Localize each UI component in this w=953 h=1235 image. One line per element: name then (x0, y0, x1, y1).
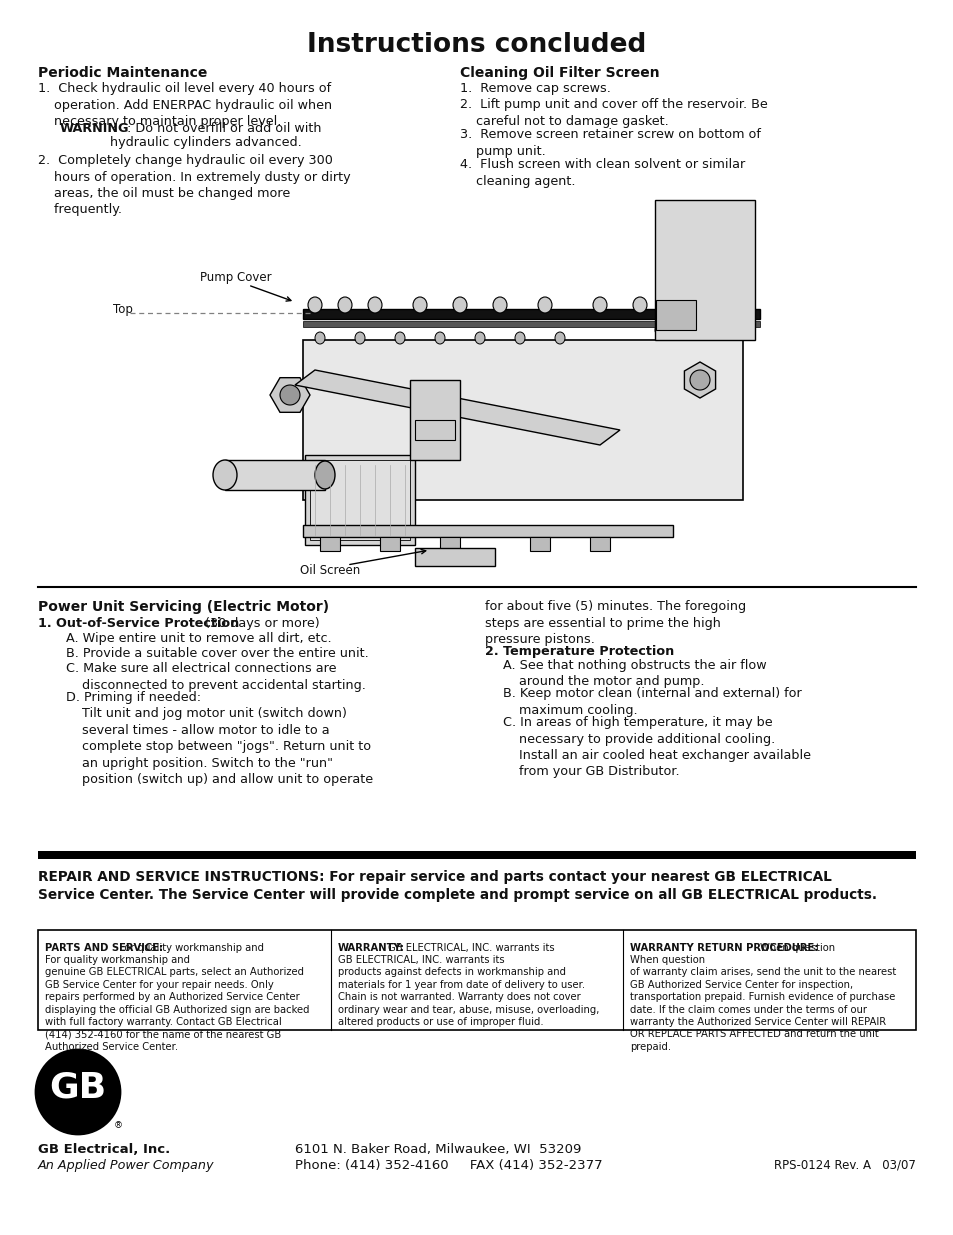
Text: Power Unit Servicing (Electric Motor): Power Unit Servicing (Electric Motor) (38, 600, 329, 614)
Text: When question
of warranty claim arises, send the unit to the nearest
GB Authoriz: When question of warranty claim arises, … (630, 955, 896, 1052)
Text: Pump Cover: Pump Cover (200, 272, 272, 284)
Bar (38, 851, 915, 860)
Ellipse shape (712, 296, 726, 312)
Bar (656, 300, 696, 330)
Text: 1.  Check hydraulic oil level every 40 hours of
    operation. Add ENERPAC hydra: 1. Check hydraulic oil level every 40 ho… (38, 82, 332, 128)
Text: A. Wipe entire unit to remove all dirt, etc.: A. Wipe entire unit to remove all dirt, … (66, 632, 332, 645)
Text: Periodic Maintenance: Periodic Maintenance (38, 65, 207, 80)
Text: Phone: (414) 352-4160     FAX (414) 352-2377: Phone: (414) 352-4160 FAX (414) 352-2377 (294, 1158, 602, 1172)
Bar (225, 459, 325, 490)
Text: WARNING: WARNING (60, 122, 130, 135)
Text: 1.: 1. (38, 618, 56, 630)
Text: Oil Screen: Oil Screen (299, 563, 360, 577)
Ellipse shape (672, 296, 686, 312)
Circle shape (689, 370, 709, 390)
Ellipse shape (655, 324, 664, 336)
Polygon shape (683, 362, 715, 398)
Ellipse shape (493, 296, 506, 312)
Ellipse shape (314, 461, 335, 489)
Circle shape (280, 385, 299, 405)
Ellipse shape (475, 332, 484, 345)
Bar (655, 200, 754, 340)
Text: Temperature Protection: Temperature Protection (502, 645, 674, 658)
Bar (303, 309, 760, 319)
Text: When question: When question (760, 944, 835, 953)
Bar (303, 525, 672, 537)
Text: for about five (5) minutes. The foregoing
steps are essential to prime the high
: for about five (5) minutes. The foregoin… (484, 600, 745, 646)
Bar (415, 420, 455, 440)
Bar (319, 537, 339, 551)
Ellipse shape (314, 332, 325, 345)
Text: A. See that nothing obstructs the air flow
    around the motor and pump.: A. See that nothing obstructs the air fl… (502, 659, 766, 688)
Text: : Do not overfill or add oil with: : Do not overfill or add oil with (127, 122, 321, 135)
Ellipse shape (633, 296, 646, 312)
Text: hydraulic cylinders advanced.: hydraulic cylinders advanced. (110, 136, 301, 149)
Text: For quality workmanship and: For quality workmanship and (119, 944, 264, 953)
Ellipse shape (742, 324, 752, 336)
Bar (410, 380, 459, 459)
Text: GB Electrical, Inc.: GB Electrical, Inc. (38, 1144, 170, 1156)
Text: REPAIR AND SERVICE INSTRUCTIONS: For repair service and parts contact your neare: REPAIR AND SERVICE INSTRUCTIONS: For rep… (38, 869, 876, 903)
Ellipse shape (740, 296, 754, 312)
Text: (30 days or more): (30 days or more) (201, 618, 319, 630)
Ellipse shape (684, 324, 695, 336)
Text: C. Make sure all electrical connections are
    disconnected to prevent accident: C. Make sure all electrical connections … (66, 662, 366, 692)
Ellipse shape (213, 459, 236, 490)
Ellipse shape (368, 296, 381, 312)
Text: 1.  Remove cap screws.: 1. Remove cap screws. (459, 82, 610, 95)
Text: Cleaning Oil Filter Screen: Cleaning Oil Filter Screen (459, 65, 659, 80)
Circle shape (36, 1050, 120, 1134)
Bar (303, 321, 760, 327)
Bar (38, 930, 915, 1030)
Ellipse shape (593, 296, 606, 312)
Text: Instructions concluded: Instructions concluded (307, 32, 646, 58)
FancyArrowPatch shape (350, 550, 425, 564)
Bar (379, 537, 399, 551)
Text: 2.  Lift pump unit and cover off the reservoir. Be
    careful not to damage gas: 2. Lift pump unit and cover off the rese… (459, 98, 767, 127)
Text: PARTS AND SERVICE:: PARTS AND SERVICE: (45, 944, 163, 953)
Text: 6101 N. Baker Road, Milwaukee, WI  53209: 6101 N. Baker Road, Milwaukee, WI 53209 (294, 1144, 580, 1156)
Bar (530, 537, 550, 551)
Ellipse shape (453, 296, 467, 312)
Bar (589, 537, 609, 551)
Text: GB ELECTRICAL, INC. warrants its: GB ELECTRICAL, INC. warrants its (387, 944, 554, 953)
Text: C. In areas of high temperature, it may be
    necessary to provide additional c: C. In areas of high temperature, it may … (502, 716, 810, 778)
Bar (303, 340, 742, 500)
Bar (310, 459, 410, 540)
Polygon shape (270, 378, 310, 412)
Text: GB: GB (50, 1070, 107, 1104)
Text: ®: ® (113, 1121, 122, 1130)
FancyArrowPatch shape (251, 287, 291, 301)
Text: WARRANTY RETURN PROCEDURE:: WARRANTY RETURN PROCEDURE: (630, 944, 818, 953)
Ellipse shape (537, 296, 552, 312)
Text: RPS-0124 Rev. A   03/07: RPS-0124 Rev. A 03/07 (773, 1158, 915, 1172)
Text: GB ELECTRICAL, INC. warrants its
products against defects in workmanship and
mat: GB ELECTRICAL, INC. warrants its product… (337, 955, 598, 1028)
Ellipse shape (515, 332, 524, 345)
Text: 3.  Remove screen retainer screw on bottom of
    pump unit.: 3. Remove screen retainer screw on botto… (459, 128, 760, 158)
Text: An Applied Power Company: An Applied Power Company (38, 1158, 214, 1172)
Ellipse shape (714, 324, 724, 336)
Bar (305, 454, 415, 545)
Text: D. Priming if needed:
    Tilt unit and jog motor unit (switch down)
    several: D. Priming if needed: Tilt unit and jog … (66, 690, 373, 785)
Ellipse shape (355, 332, 365, 345)
Ellipse shape (413, 296, 427, 312)
Ellipse shape (395, 332, 405, 345)
Polygon shape (294, 370, 619, 445)
Ellipse shape (435, 332, 444, 345)
Ellipse shape (337, 296, 352, 312)
Bar (439, 537, 459, 551)
Text: B. Keep motor clean (internal and external) for
    maximum cooling.: B. Keep motor clean (internal and extern… (502, 688, 801, 718)
Text: Top: Top (112, 304, 132, 316)
Ellipse shape (308, 296, 322, 312)
Text: 4.  Flush screen with clean solvent or similar
    cleaning agent.: 4. Flush screen with clean solvent or si… (459, 158, 744, 188)
Text: B. Provide a suitable cover over the entire unit.: B. Provide a suitable cover over the ent… (66, 647, 369, 659)
Ellipse shape (555, 332, 564, 345)
Bar (415, 548, 495, 566)
Text: 2.: 2. (484, 645, 502, 658)
Text: For quality workmanship and
genuine GB ELECTRICAL parts, select an Authorized
GB: For quality workmanship and genuine GB E… (45, 955, 309, 1052)
Text: 2.  Completely change hydraulic oil every 300
    hours of operation. In extreme: 2. Completely change hydraulic oil every… (38, 154, 351, 216)
Text: WARRANTY:: WARRANTY: (337, 944, 404, 953)
Text: Out-of-Service Protection: Out-of-Service Protection (56, 618, 239, 630)
